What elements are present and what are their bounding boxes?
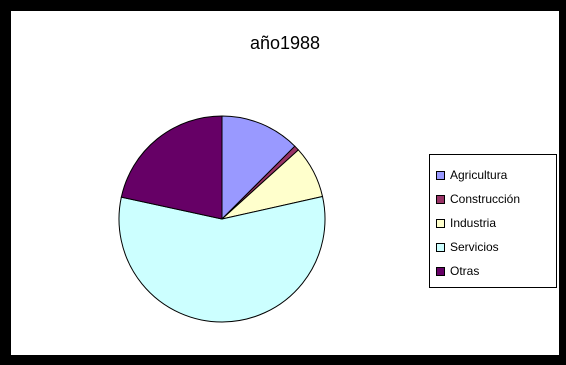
legend-item-construccion: Construcción	[436, 187, 556, 211]
pie-chart	[118, 115, 326, 323]
legend-label-otras: Otras	[450, 264, 480, 278]
chart-title: año1988	[249, 33, 321, 53]
legend-item-otras: Otras	[436, 259, 556, 283]
legend-swatch-agricultura	[436, 170, 445, 180]
legend-swatch-construccion	[436, 194, 445, 204]
legend-swatch-otras	[436, 266, 445, 276]
pie-slice-servicios	[118, 195, 326, 323]
legend-label-agricultura: Agricultura	[450, 168, 508, 182]
legend-item-industria: Industria	[436, 211, 556, 235]
pie-slice-agricultura	[221, 115, 296, 221]
legend-item-servicios: Servicios	[436, 235, 556, 259]
legend-swatch-servicios	[436, 242, 445, 252]
legend-label-servicios: Servicios	[450, 240, 499, 254]
legend-item-agricultura: Agricultura	[436, 163, 556, 187]
legend-label-construccion: Construcción	[450, 192, 521, 206]
chart-area: año1988 Agricultura Construcción Industr…	[10, 10, 560, 356]
pie-slice-otras	[120, 115, 223, 220]
legend-label-industria: Industria	[450, 216, 497, 230]
legend: Agricultura Construcción Industria Servi…	[429, 154, 557, 288]
legend-swatch-industria	[436, 218, 445, 228]
